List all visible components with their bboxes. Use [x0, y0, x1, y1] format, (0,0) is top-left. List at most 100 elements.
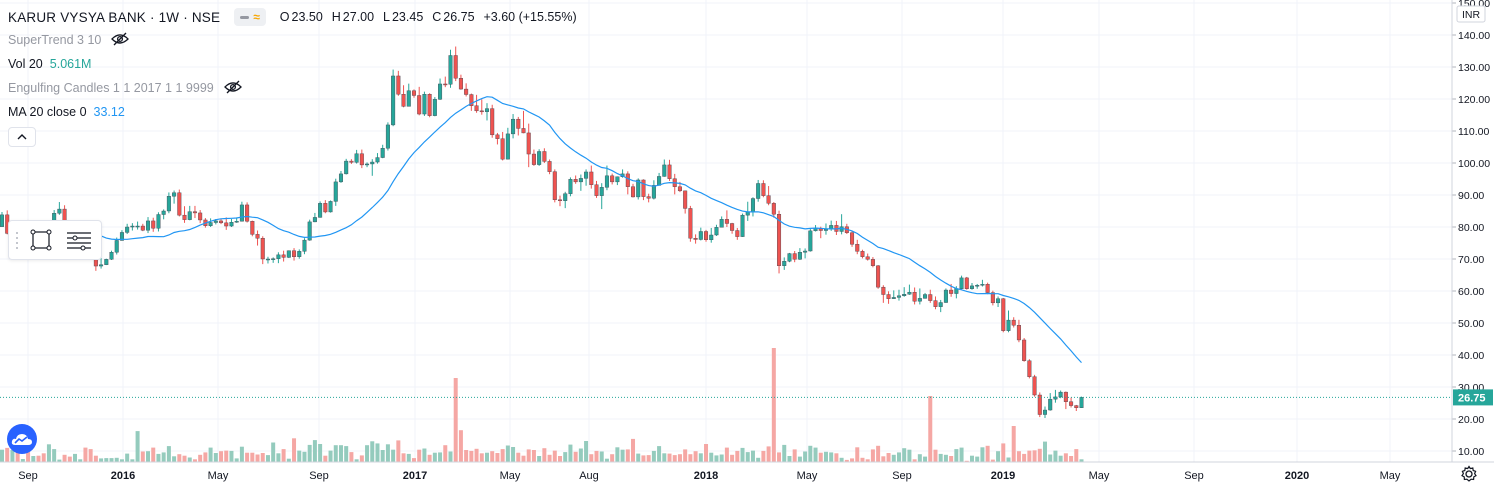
volume-bar [860, 457, 865, 462]
volume-bar [182, 455, 187, 462]
candle-body [156, 214, 161, 229]
volume-bar [203, 452, 208, 462]
candle-body [1027, 360, 1032, 377]
candle-body [740, 214, 745, 237]
drawing-toolbar[interactable] [8, 220, 102, 260]
volume-bar [662, 453, 667, 462]
volume-bar [281, 449, 286, 462]
volume-bar [166, 446, 171, 462]
volume-bar [26, 451, 31, 462]
candle-body [359, 153, 364, 166]
candle-body [380, 148, 385, 158]
indicator-engulfing[interactable]: Engulfing Candles 1 1 2017 1 1 9999 [8, 79, 242, 97]
volume-bar [46, 444, 51, 462]
volume-bar [307, 444, 312, 462]
lines-icon [67, 232, 91, 251]
candle-body [1016, 325, 1021, 341]
candle-body [573, 179, 578, 183]
volume-bar [568, 444, 573, 462]
volume-bar [1053, 450, 1058, 462]
candle-body [537, 151, 542, 165]
volume-bar [709, 452, 714, 462]
volume-bar [526, 449, 531, 462]
candle-body [980, 284, 985, 286]
candle-body [323, 203, 328, 213]
settings-button[interactable] [1458, 463, 1480, 485]
volume-bar [646, 455, 651, 462]
volume-bar [787, 456, 792, 462]
volume-bar [667, 453, 672, 462]
candle-body [260, 237, 265, 260]
candle-body [130, 225, 135, 228]
volume-bar [57, 459, 62, 462]
legend-toggle-pill[interactable]: ≈ [234, 8, 266, 26]
volume-bar [693, 451, 698, 462]
candle-body [938, 302, 943, 307]
symbol-title[interactable]: KARUR VYSYA BANK · 1W · NSE [8, 9, 221, 25]
volume-bar [1043, 441, 1047, 462]
tradingview-logo[interactable] [7, 424, 37, 454]
candle-body [1042, 409, 1047, 415]
indicator-ma[interactable]: MA 20 close 0 33.12 [8, 103, 125, 121]
x-tick-label: Sep [892, 470, 912, 482]
candle-body [484, 108, 489, 112]
volume-bar [344, 446, 349, 462]
candle-body [265, 258, 270, 261]
candle-body [719, 219, 724, 228]
candle-body [735, 230, 740, 237]
volume-bar [1027, 450, 1032, 462]
volume-bar [907, 449, 912, 462]
volume-bar [823, 451, 828, 462]
gear-icon [1461, 465, 1477, 482]
volume-bar [902, 448, 907, 462]
volume-bar [1022, 453, 1027, 462]
eye-off-icon[interactable] [223, 80, 242, 97]
y-tick-label: 40.00 [1458, 350, 1484, 362]
candle-body [0, 214, 4, 227]
volume-bar [78, 459, 83, 462]
low-label: L [383, 10, 390, 24]
cloud-chart-icon [11, 434, 33, 445]
x-tick-label: 2017 [403, 470, 427, 482]
candle-body [318, 203, 323, 218]
volume-bar [380, 450, 385, 462]
volume-bar [876, 445, 881, 462]
volume-bar [985, 445, 990, 462]
volume-bar [1069, 456, 1074, 462]
volume-bar [474, 448, 479, 462]
drag-handle[interactable] [12, 231, 22, 249]
candle-body [417, 95, 422, 115]
volume-bar [20, 459, 25, 462]
candle-body [333, 181, 338, 202]
candle-body [636, 179, 641, 198]
collapse-legend-button[interactable] [8, 127, 36, 147]
volume-bar [980, 447, 985, 462]
candle-body [1053, 396, 1058, 400]
volume-bar [766, 446, 771, 462]
candle-body [954, 288, 959, 294]
y-tick-label: 140.00 [1458, 30, 1490, 42]
candle-body [969, 285, 974, 289]
indicator-volume[interactable]: Vol 20 5.061M [8, 55, 91, 73]
volume-bar [834, 453, 839, 462]
candle-body [161, 210, 166, 215]
volume-bar [724, 447, 729, 462]
rectangle-tool-button[interactable] [22, 223, 60, 257]
candle-body [119, 232, 124, 241]
indicator-supertrend[interactable]: SuperTrend 3 10 [8, 31, 130, 49]
volume-bar [354, 459, 359, 462]
volume-bar [881, 456, 886, 462]
lines-tool-button[interactable] [60, 223, 98, 257]
candle-body [1032, 376, 1037, 396]
volume-bar [589, 454, 594, 462]
volume-bar [797, 456, 802, 462]
eye-off-icon[interactable] [111, 32, 130, 49]
candle-body [761, 183, 766, 196]
candle-body [474, 105, 479, 112]
volume-bar [558, 456, 563, 462]
candle-body [985, 284, 990, 293]
volume-bar [99, 458, 104, 462]
rectangle-icon [30, 229, 52, 251]
